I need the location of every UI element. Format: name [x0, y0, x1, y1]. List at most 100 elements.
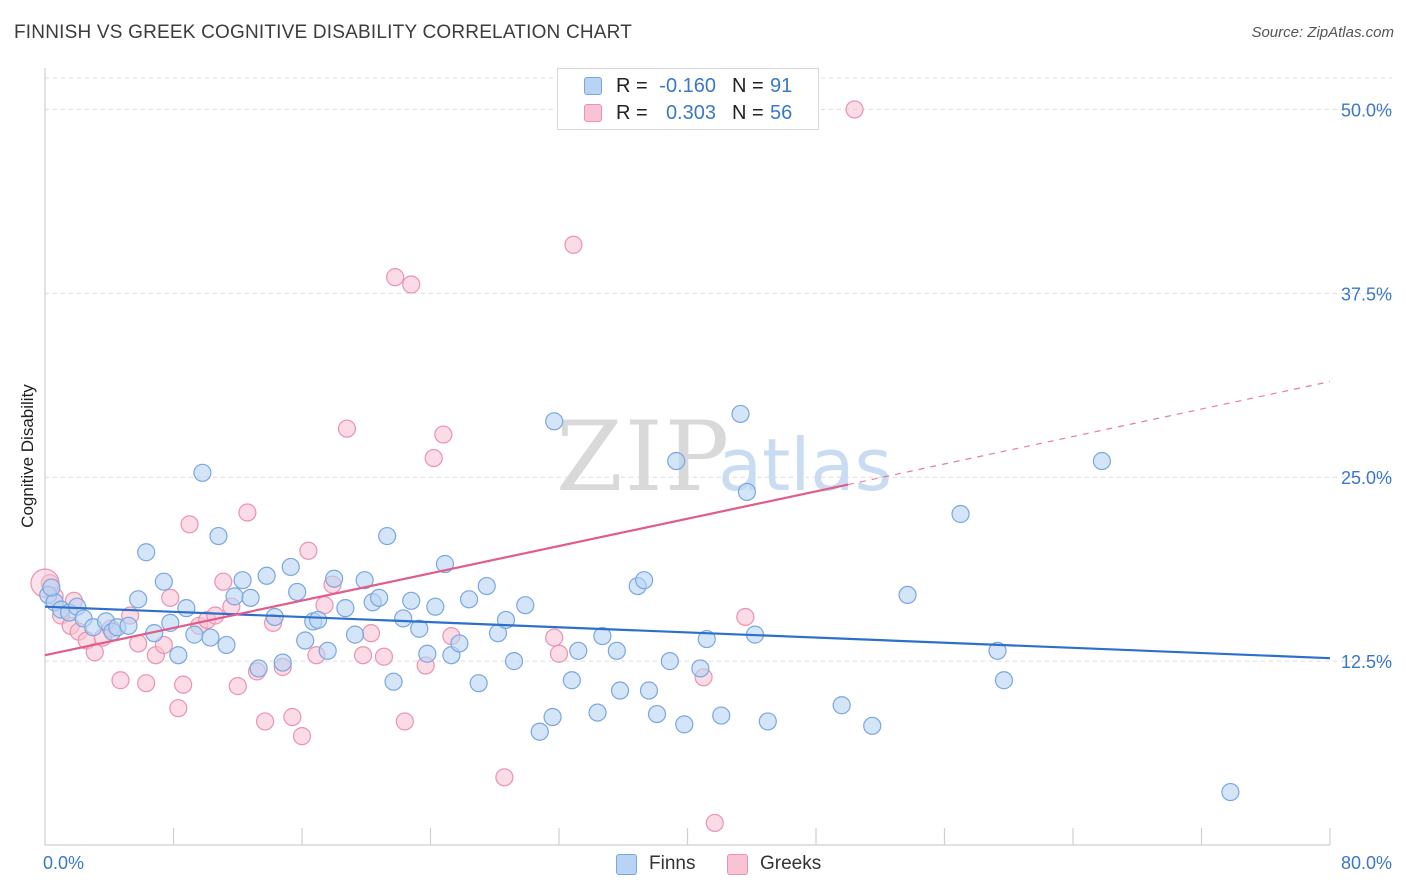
- greeks-point: [845, 100, 864, 119]
- finns-point: [450, 634, 469, 653]
- series-legend: Finns Greeks: [0, 852, 1406, 878]
- finns-point: [370, 588, 389, 607]
- finns-point: [988, 641, 1007, 660]
- x-tick-label: 0.0%: [43, 853, 84, 873]
- finns-point: [185, 625, 204, 644]
- finns-trend-line: [44, 605, 1331, 660]
- greeks-trend-line: [44, 483, 849, 657]
- finns-point: [1221, 782, 1240, 802]
- greeks-point: [424, 448, 443, 468]
- greeks-point: [174, 675, 193, 694]
- greeks-trend-extension: [847, 380, 1331, 486]
- finns-point: [217, 635, 236, 655]
- finns-point: [137, 543, 156, 562]
- finns-point: [288, 582, 307, 602]
- stats-row-greeks: R = 0.303 N = 56: [558, 100, 818, 126]
- stats-legend: R = -0.160 N = 91 R = 0.303 N = 56: [557, 68, 819, 130]
- finns-point: [281, 557, 300, 577]
- finns-point: [994, 671, 1014, 690]
- finns-point: [562, 671, 581, 690]
- greeks-point: [137, 674, 156, 693]
- greeks-point: [214, 572, 233, 591]
- legend-label-greeks: Greeks: [760, 853, 822, 874]
- finns-point: [667, 451, 686, 471]
- greeks-point: [154, 635, 173, 655]
- finns-point: [308, 610, 328, 630]
- greeks-point: [228, 677, 247, 696]
- finns-point: [402, 591, 421, 610]
- finns-point: [898, 585, 917, 605]
- finns-point: [477, 576, 496, 596]
- greeks-point: [361, 624, 381, 643]
- finns-point: [530, 722, 549, 741]
- chart-title: FINNISH VS GREEK COGNITIVE DISABILITY CO…: [14, 22, 633, 43]
- finns-point: [249, 659, 268, 678]
- finns-point: [384, 672, 403, 691]
- finns-point: [675, 715, 694, 734]
- finns-point: [1092, 451, 1112, 471]
- finns-swatch: [584, 77, 602, 95]
- greeks-point: [353, 646, 373, 665]
- finns-point: [516, 596, 535, 615]
- finns-point: [607, 641, 626, 660]
- finns-point: [355, 571, 374, 590]
- r-label: R =: [616, 75, 648, 97]
- greeks-point: [495, 768, 514, 787]
- finns-point: [318, 641, 337, 660]
- r-label: R =: [616, 102, 648, 124]
- finns-point: [394, 609, 413, 628]
- finns-point: [593, 626, 612, 646]
- n-value: 56: [770, 102, 793, 124]
- watermark: ZIP atlas: [556, 401, 892, 513]
- finns-point: [225, 587, 244, 606]
- finns-point: [336, 599, 355, 618]
- greeks-point: [705, 813, 724, 833]
- finns-point: [951, 504, 970, 524]
- y-tick-label: 50.0%: [1341, 100, 1392, 120]
- finns-point: [345, 625, 365, 644]
- greeks-point: [374, 647, 394, 666]
- tick-labels: 12.5% 25.0% 37.5% 50.0% 0.0% 80.0%: [43, 100, 1392, 873]
- finns-point: [610, 681, 630, 700]
- finns-point: [569, 641, 588, 660]
- finns-points: [39, 404, 1240, 802]
- finns-legend-swatch: [616, 854, 637, 875]
- greeks-point: [180, 515, 199, 534]
- greeks-point: [206, 606, 225, 625]
- finns-point: [296, 631, 315, 650]
- y-tick-label: 12.5%: [1341, 652, 1392, 672]
- greeks-point: [564, 235, 583, 254]
- finns-point: [737, 482, 757, 502]
- y-tick-label: 25.0%: [1341, 468, 1392, 488]
- finns-point: [241, 588, 260, 607]
- finns-point: [257, 566, 276, 585]
- greeks-point: [292, 727, 312, 746]
- finns-point: [378, 526, 397, 546]
- greeks-point: [736, 607, 755, 627]
- finns-point: [543, 707, 562, 727]
- finns-point: [193, 463, 212, 482]
- finns-point: [588, 703, 607, 722]
- finns-point: [119, 616, 138, 635]
- finns-point: [201, 628, 220, 647]
- finns-point: [691, 659, 710, 678]
- finns-point: [758, 712, 777, 731]
- greeks-legend-swatch: [727, 854, 748, 875]
- finns-point: [42, 578, 61, 597]
- finns-point: [647, 704, 667, 724]
- legend-label-finns: Finns: [649, 853, 696, 874]
- n-value: 91: [770, 75, 793, 97]
- greeks-point: [283, 707, 302, 727]
- r-value: 0.303: [665, 102, 716, 124]
- trend-lines: [44, 380, 1331, 660]
- finns-point: [418, 644, 437, 663]
- finns-point: [129, 590, 148, 609]
- finns-point: [635, 571, 654, 590]
- finns-point: [660, 652, 679, 671]
- greeks-point: [386, 268, 405, 287]
- greeks-point: [238, 503, 257, 522]
- finns-point: [209, 526, 228, 546]
- finns-point: [731, 404, 750, 424]
- greeks-point: [111, 671, 130, 690]
